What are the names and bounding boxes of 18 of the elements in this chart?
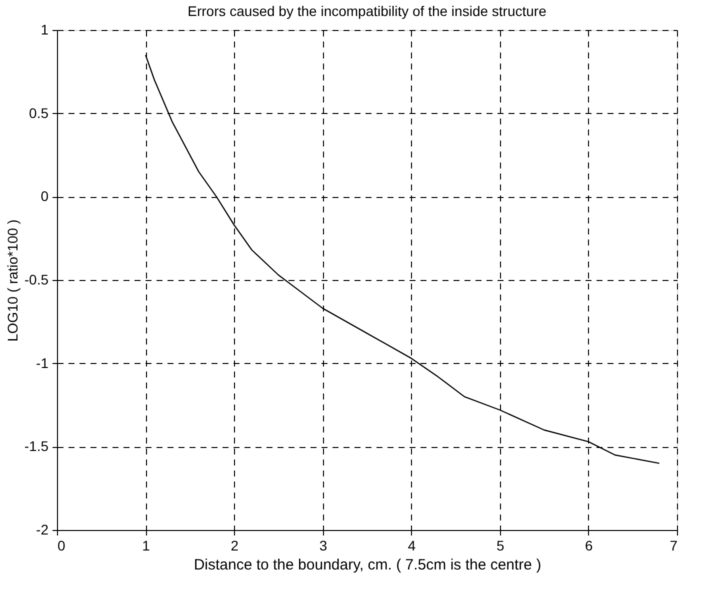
- y-axis-title: LOG10 ( ratio*100 ): [4, 219, 20, 342]
- x-tick-label: 7: [670, 538, 678, 554]
- y-tick-label: 0.5: [29, 104, 49, 121]
- x-tick-label: 6: [585, 538, 594, 554]
- x-tick-label: 2: [230, 538, 239, 554]
- y-tick-label: -1: [36, 354, 49, 371]
- x-tick-label: 0: [58, 538, 66, 554]
- y-tick-label: -2: [36, 522, 49, 538]
- x-axis-title: Distance to the boundary, cm. ( 7.5cm is the centre ): [194, 556, 542, 574]
- y-tick-label: 0: [40, 188, 49, 204]
- y-tick-label: -1.5: [24, 438, 49, 454]
- x-tick-label: 5: [496, 538, 504, 554]
- chart-title: Errors caused by the incompatibility of the inside structure: [188, 3, 547, 19]
- y-tick-label: 1: [40, 22, 49, 38]
- y-tick-label: -0.5: [24, 272, 49, 288]
- x-tick-label: 1: [142, 538, 150, 554]
- x-tick-label: 3: [319, 538, 328, 554]
- x-tick-label: 4: [408, 538, 416, 554]
